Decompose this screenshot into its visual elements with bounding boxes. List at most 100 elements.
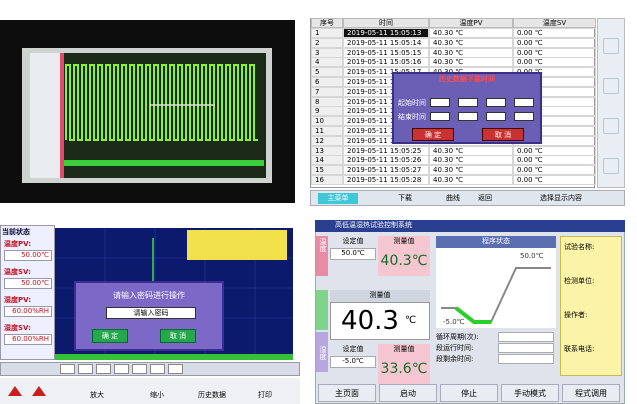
info-label: 段剩余时间:: [436, 355, 474, 363]
table-cell: 1: [311, 28, 343, 38]
nav-button[interactable]: [96, 364, 111, 374]
cancel-button[interactable]: 取 消: [160, 329, 196, 343]
dialog-title: 请输入密码进行操作: [113, 291, 185, 300]
time-input: [514, 98, 534, 107]
scroll-button[interactable]: [603, 158, 619, 174]
toolbar-button[interactable]: 下载: [398, 194, 412, 202]
scroll-panel: [597, 18, 625, 188]
status-value: 50.00℃: [4, 250, 52, 261]
big-box: [330, 302, 430, 340]
time-input: [458, 112, 478, 121]
confirm-button[interactable]: 确 定: [412, 128, 454, 141]
table-cell: 5: [311, 67, 343, 78]
scroll-button[interactable]: [603, 78, 619, 94]
nav-button[interactable]: [78, 364, 93, 374]
time-input: [458, 98, 478, 107]
confirm-button[interactable]: 确 定: [92, 329, 128, 343]
table-cell: 0.00 ℃: [513, 37, 596, 48]
table-cell: 3: [311, 47, 343, 58]
program-curve: [436, 248, 556, 328]
toolbar-button[interactable]: 返回: [478, 194, 492, 202]
table-cell: 4: [311, 57, 343, 68]
cancel-button[interactable]: 取 消: [482, 128, 524, 141]
toolbar-button[interactable]: 选择显示内容: [540, 194, 582, 202]
menu-button[interactable]: 主页面: [318, 384, 376, 402]
table-cell: 0.00 ℃: [513, 28, 596, 38]
nav-button[interactable]: [132, 364, 147, 374]
pv-label: 测量值: [378, 236, 430, 248]
table-cell: 2019-05-11 15:05:25: [343, 145, 429, 156]
curve-low: -5.0℃: [443, 318, 465, 326]
table-cell: 10: [311, 116, 343, 127]
scroll-button[interactable]: [603, 38, 619, 54]
table-cell: 40.30 ℃: [429, 57, 513, 68]
column-header: 时间: [343, 18, 429, 28]
status-label: 湿度PV:: [4, 296, 32, 304]
info-label: 循环周期(次):: [436, 333, 479, 341]
side-label: 试验名称:: [564, 243, 595, 251]
table-cell: 12: [311, 135, 343, 146]
nav-button[interactable]: [114, 364, 129, 374]
info-label: 段运行时间:: [436, 344, 474, 352]
curve-title: 程序状态: [436, 236, 556, 248]
table-cell: 11: [311, 126, 343, 136]
pv-label: 测量值: [378, 344, 430, 356]
info-value: [498, 343, 554, 353]
time-input: [486, 112, 506, 121]
side-label: 操作者:: [564, 311, 588, 319]
column-header: 序号: [311, 18, 343, 28]
menu-button[interactable]: 程式调用: [562, 384, 620, 402]
password-input: 请输入密码: [106, 307, 196, 319]
scroll-button[interactable]: [603, 118, 619, 134]
pv-value: 40.3℃: [378, 248, 430, 276]
table-cell: 0.00 ℃: [513, 57, 596, 68]
table-cell: 15: [311, 165, 343, 176]
side-label: 检测单位:: [564, 277, 595, 285]
arrow-icon: [8, 386, 22, 396]
menu-button[interactable]: 停止: [440, 384, 498, 402]
table-cell: 2019-05-11 15:05:27: [343, 165, 429, 176]
table-cell: 9: [311, 106, 343, 117]
table-cell: 40.30 ℃: [429, 37, 513, 48]
nav-button[interactable]: [150, 364, 165, 374]
time-input: [430, 112, 450, 121]
toolbar-button[interactable]: 缩小: [150, 391, 164, 399]
table-cell: 13: [311, 145, 343, 156]
table-cell: 14: [311, 155, 343, 166]
toolbar-button[interactable]: 打印: [258, 391, 272, 399]
nav-button[interactable]: [168, 364, 183, 374]
toolbar-button[interactable]: 曲线: [446, 194, 460, 202]
table-cell: 6: [311, 77, 343, 87]
start-label: 起始时间: [398, 99, 426, 107]
toolbar-button[interactable]: 历史数据: [198, 391, 226, 399]
table-cell: 0.00 ℃: [513, 145, 596, 156]
toolbar[interactable]: [310, 190, 625, 206]
time-input: [430, 98, 450, 107]
nav-button[interactable]: [60, 364, 75, 374]
pv-value: 33.6℃: [378, 356, 430, 384]
time-input: [486, 98, 506, 107]
zone-tag: 湿度: [319, 346, 327, 360]
table-cell: 2: [311, 37, 343, 48]
table-cell: 0.00 ℃: [513, 47, 596, 58]
info-value: [498, 332, 554, 342]
side-label: 联系电话:: [564, 345, 595, 353]
table-cell: 0.00 ℃: [513, 155, 596, 166]
table-cell: 2019-05-11 15:05:15: [343, 47, 429, 58]
menu-button[interactable]: 启动: [379, 384, 437, 402]
table-cell: 2019-05-11 15:05:13: [343, 28, 429, 38]
column-header: 温度PV: [429, 18, 513, 28]
zone-tab: [316, 236, 328, 276]
status-label: 湿度SV:: [4, 324, 31, 332]
toolbar-button[interactable]: 放大: [90, 391, 104, 399]
zone-tab: [316, 290, 328, 330]
zone-tag: 温度: [319, 238, 327, 252]
menu-button[interactable]: 手动模式: [501, 384, 559, 402]
toolbar[interactable]: [0, 378, 300, 404]
table-cell: 8: [311, 96, 343, 107]
dialog-title: 历史数据下载时间: [439, 75, 495, 83]
toolbar-button[interactable]: 主菜单: [318, 193, 358, 204]
arrow-icon: [32, 386, 46, 396]
status-label: 温度PV:: [4, 240, 32, 248]
